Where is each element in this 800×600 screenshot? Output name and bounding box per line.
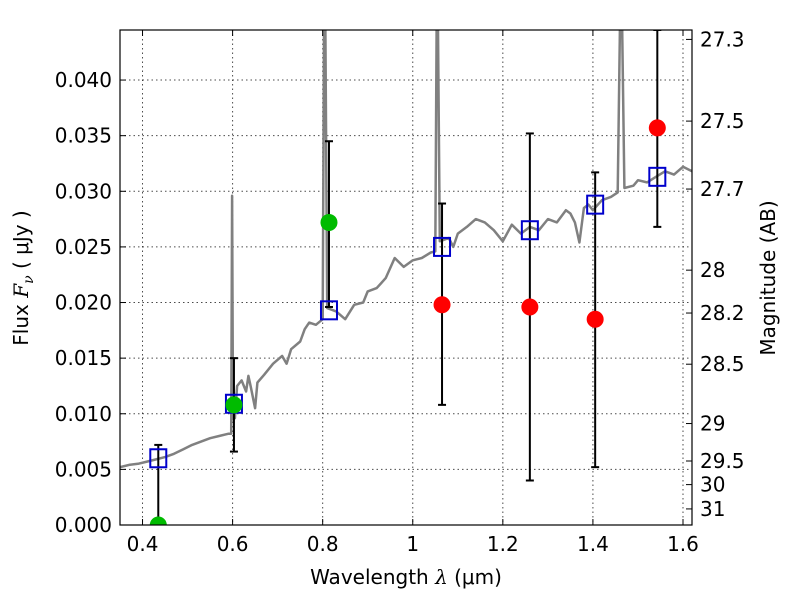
y-tick-label: 0.005 [55,457,112,481]
y-tick-label: 0.010 [55,402,112,426]
y2-tick-label: 28.5 [700,352,745,376]
model-photometry-square [319,300,338,321]
x-tick-label: 0.4 [127,532,159,556]
plot-frame [119,29,693,526]
y2-axis-title: Magnitude (AB) [756,200,780,355]
x-tick-label: 1.6 [667,532,699,556]
model-photometry-square [586,194,605,215]
model-spectrum-layer [120,30,692,469]
x-tick-label: 1.4 [577,532,609,556]
x-axis-title: Wavelength λ (μm) [310,565,502,589]
observed-photometry-point [648,119,666,137]
y-tick-label: 0.025 [55,235,112,259]
y2-tick-label: 29.5 [700,449,745,473]
y-tick-label: 0.000 [55,513,112,537]
y2-tick-label: 27.3 [700,27,745,51]
model-photometry-square [149,448,168,469]
y2-tick-label: 29 [700,412,725,436]
observed-photometry-markers [149,119,666,525]
y2-tick-label: 30 [700,473,725,497]
y2-tick-label: 27.7 [700,177,745,201]
y-tick-label: 0.035 [55,124,112,148]
y2-tick-label: 28 [700,258,725,282]
model-photometry-square [520,220,539,241]
x-tick-label: 1.2 [487,532,519,556]
y-axis-title: Flux Fν ( μJy ) [9,210,37,345]
observed-photometry-point [433,296,451,314]
model-photometry-square [433,236,452,257]
x-tick-label: 0.8 [307,532,339,556]
y2-tick-label: 28.2 [700,301,745,325]
x-tick-label: 0.6 [217,532,249,556]
observed-photometry-point [320,213,338,231]
observed-photometry-point [225,396,243,414]
y2-tick-label: 27.5 [700,109,745,133]
model-spectrum-line [120,30,692,469]
y-tick-label: 0.030 [55,179,112,203]
observed-photometry-point [586,310,604,328]
y-tick-label: 0.040 [55,68,112,92]
y-tick-label: 0.020 [55,291,112,315]
model-photometry-square [648,166,667,187]
observed-photometry-point [149,516,167,525]
axes: 0.4 0.6 0.8 1 1.2 1.4 1.6 0.000 0.005 0.010 0.015 0… [55,27,745,556]
plot-area [120,30,692,525]
y2-tick-label: 31 [700,497,725,521]
y-tick-label: 0.015 [55,346,112,370]
x-tick-label: 1 [406,532,419,556]
observed-photometry-point [521,298,539,316]
